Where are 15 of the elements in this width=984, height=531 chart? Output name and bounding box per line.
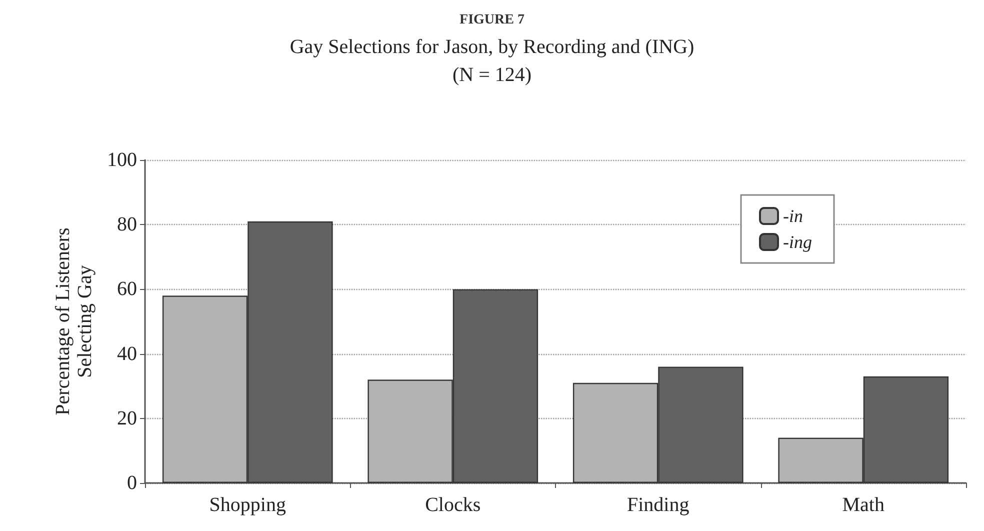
legend-label: -in [783, 206, 804, 226]
chart-title: FIGURE 7 [460, 12, 524, 28]
y-tick-label: 0 [127, 472, 137, 494]
y-tick-label: 20 [117, 407, 137, 430]
y-tick-label: 80 [117, 214, 137, 236]
y-tick-label: 60 [117, 278, 137, 300]
y-tick-label: 40 [117, 342, 137, 365]
chart-subtitle: Gay Selections for Jason, by Recording and (ING) (N = 124) [290, 36, 694, 86]
x-tick-label: Shopping [209, 494, 286, 516]
x-tick-label: Math [842, 494, 884, 516]
legend-label: -ing [783, 232, 812, 252]
x-tick-label: Finding [627, 494, 690, 516]
y-axis-title: Percentage of Listeners Selecting Gay [52, 227, 96, 416]
x-tick-label: Clocks [425, 494, 481, 516]
y-tick-label: 100 [107, 149, 137, 171]
